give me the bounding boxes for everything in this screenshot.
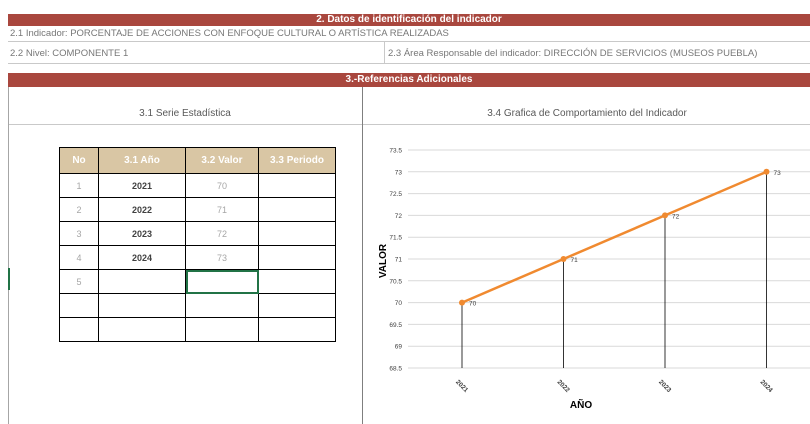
cell-period[interactable] xyxy=(258,173,336,198)
cell-no[interactable] xyxy=(59,317,99,342)
cell-period[interactable] xyxy=(258,317,336,342)
data-label: 71 xyxy=(571,257,579,264)
table-header-row: No 3.1 Año 3.2 Valor 3.3 Periodo xyxy=(59,147,336,174)
cell-value[interactable]: 71 xyxy=(185,197,259,222)
header-no: No xyxy=(59,147,99,174)
chart-gridlines xyxy=(408,149,810,369)
section-3-title-bar: 3.-Referencias Adicionales xyxy=(8,73,810,87)
y-tick-label: 70.5 xyxy=(389,278,402,285)
table-row: 3 2023 72 xyxy=(59,221,336,246)
header-year: 3.1 Año xyxy=(98,147,186,174)
divider xyxy=(8,63,810,64)
cell-no[interactable]: 5 xyxy=(59,269,99,294)
divider xyxy=(384,41,385,63)
header-value: 3.2 Valor xyxy=(185,147,259,174)
y-axis-title: VALOR xyxy=(378,243,389,278)
cell-year[interactable]: 2021 xyxy=(98,173,186,198)
data-label: 70 xyxy=(469,301,477,308)
cell-value[interactable]: 73 xyxy=(185,245,259,270)
serie-title: 3.1 Serie Estadística xyxy=(139,108,231,119)
cell-year[interactable]: 2022 xyxy=(98,197,186,222)
y-tick-label: 69.5 xyxy=(389,322,402,329)
serie-table: No 3.1 Año 3.2 Valor 3.3 Periodo 1 2021 … xyxy=(59,147,336,342)
y-tick-label: 71 xyxy=(395,257,403,264)
data-label: 72 xyxy=(672,213,680,220)
cell-year[interactable] xyxy=(98,317,186,342)
grafica-title: 3.4 Grafica de Comportamiento del Indica… xyxy=(487,108,687,119)
data-point xyxy=(662,212,668,219)
cell-value[interactable]: 72 xyxy=(185,221,259,246)
y-tick-label: 69 xyxy=(395,344,403,351)
table-row: 4 2024 73 xyxy=(59,245,336,270)
cell-value[interactable] xyxy=(185,317,259,342)
header-period: 3.3 Periodo xyxy=(258,147,336,174)
table-row xyxy=(59,317,336,342)
data-label: 73 xyxy=(774,170,782,177)
section-2-title: 2. Datos de identificación del indicador xyxy=(316,14,502,25)
cell-value-selected[interactable] xyxy=(185,269,259,294)
data-point xyxy=(763,168,770,175)
cell-no[interactable]: 3 xyxy=(59,221,99,246)
cell-period[interactable] xyxy=(258,221,336,246)
x-tick-label: 2024 xyxy=(759,379,774,394)
cell-no[interactable]: 2 xyxy=(59,197,99,222)
cell-value[interactable] xyxy=(185,293,259,318)
x-tick-label: 2022 xyxy=(556,379,571,394)
cell-period[interactable] xyxy=(258,293,336,318)
y-tick-label: 73 xyxy=(395,169,403,176)
cell-year[interactable]: 2023 xyxy=(98,221,186,246)
table-row: 2 2022 71 xyxy=(59,197,336,222)
panel-divider xyxy=(362,87,363,424)
divider xyxy=(8,41,810,42)
y-tick-label: 71.5 xyxy=(389,235,402,242)
cell-value[interactable]: 70 xyxy=(185,173,259,198)
x-axis-title: AÑO xyxy=(570,398,592,411)
y-tick-label: 72.5 xyxy=(389,191,402,198)
section-2-title-bar: 2. Datos de identificación del indicador xyxy=(8,14,810,26)
section-3-title: 3.-Referencias Adicionales xyxy=(345,74,473,85)
data-point xyxy=(459,299,465,306)
indicator-level: 2.2 Nivel: COMPONENTE 1 xyxy=(10,48,129,59)
cell-year[interactable]: 2024 xyxy=(98,245,186,270)
series-line xyxy=(461,170,767,304)
cell-period[interactable] xyxy=(258,269,336,294)
divider xyxy=(8,124,810,125)
cell-year[interactable] xyxy=(98,269,186,294)
y-tick-label: 70 xyxy=(395,300,403,307)
drop-lines xyxy=(461,171,767,368)
cell-no[interactable]: 4 xyxy=(59,245,99,270)
x-tick-label: 2023 xyxy=(657,379,672,394)
x-tick-label: 2021 xyxy=(454,379,469,394)
cell-no[interactable] xyxy=(59,293,99,318)
cell-year[interactable] xyxy=(98,293,186,318)
data-point xyxy=(560,256,567,262)
cell-period[interactable] xyxy=(258,245,336,270)
x-axis-ticks: 2021 2022 2023 2024 xyxy=(454,379,774,394)
responsible-area: 2.3 Área Responsable del indicador: DIRE… xyxy=(388,48,758,59)
data-points xyxy=(459,168,770,306)
cell-no[interactable]: 1 xyxy=(59,173,99,198)
panel-border-left xyxy=(8,87,9,424)
y-tick-label: 72 xyxy=(395,213,403,220)
table-row: 1 2021 70 xyxy=(59,173,336,198)
row-selection-indicator xyxy=(8,268,10,290)
y-tick-label: 73.5 xyxy=(389,148,402,155)
indicator-name: 2.1 Indicador: PORCENTAJE DE ACCIONES CO… xyxy=(10,28,449,39)
cell-period[interactable] xyxy=(258,197,336,222)
y-tick-label: 68.5 xyxy=(389,366,402,373)
data-labels: 70 71 72 73 xyxy=(469,170,781,308)
table-row: 5 xyxy=(59,269,336,294)
y-axis-ticks: 73.5 73 72.5 72 71.5 71 70.5 70 69.5 69 68.5 xyxy=(389,148,402,373)
table-row xyxy=(59,293,336,318)
